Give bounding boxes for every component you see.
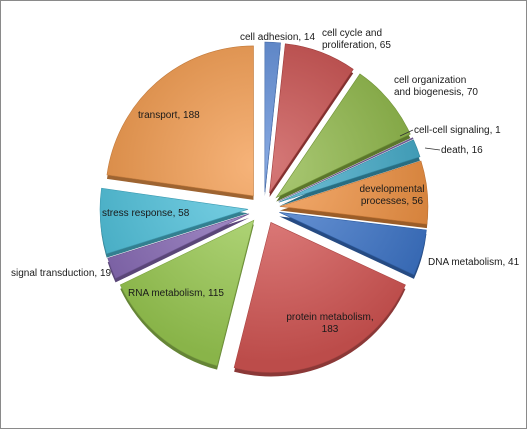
leader-line [399, 129, 414, 137]
pie-labels: cell adhesion, 14 cell cycle and prolifera… [11, 28, 520, 335]
pie-slice-developmental-processes[interactable] [279, 160, 429, 225]
data-label: cell organization and biogenesis, 70 [394, 75, 478, 98]
pie-slice-death[interactable] [278, 139, 421, 203]
data-label: cell adhesion, 14 [240, 32, 315, 43]
pie-slice-cell-cell-signaling[interactable] [278, 137, 414, 202]
leader-line [424, 147, 441, 151]
pie-slice-cell-organization-and-biogenesis[interactable] [275, 73, 411, 199]
data-label: RNA metabolism, 115 [128, 288, 224, 299]
pie-slice-transport[interactable] [106, 45, 254, 197]
data-label: death, 16 [441, 145, 483, 156]
data-label: signal transduction, 19 [11, 268, 112, 279]
pie-slice-dna-metabolism[interactable] [279, 212, 427, 276]
pie-slice-cell-adhesion[interactable] [264, 41, 281, 193]
pie-slice-protein-metabolism[interactable] [233, 222, 406, 373]
pie-slice-signal-transduction[interactable] [107, 213, 250, 279]
pie-slices [99, 41, 429, 377]
pie-slice-depth [107, 217, 250, 283]
leader-lines [399, 129, 441, 151]
pie-slice-stress-response[interactable] [99, 187, 249, 255]
pie-slice-cell-cycle-and-proliferation[interactable] [269, 43, 354, 194]
data-label: DNA metabolism, 41 [428, 257, 520, 268]
pie-slice-rna-metabolism[interactable] [119, 219, 255, 367]
data-label: cell-cell signaling, 1 [414, 125, 501, 136]
data-label: protein metabolism, 183 [286, 312, 373, 335]
data-label: stress response, 58 [102, 208, 190, 219]
data-label: transport, 188 [138, 110, 200, 121]
data-label: cell cycle and proliferation, 65 [322, 28, 391, 51]
data-label: developmental processes, 56 [359, 184, 424, 207]
